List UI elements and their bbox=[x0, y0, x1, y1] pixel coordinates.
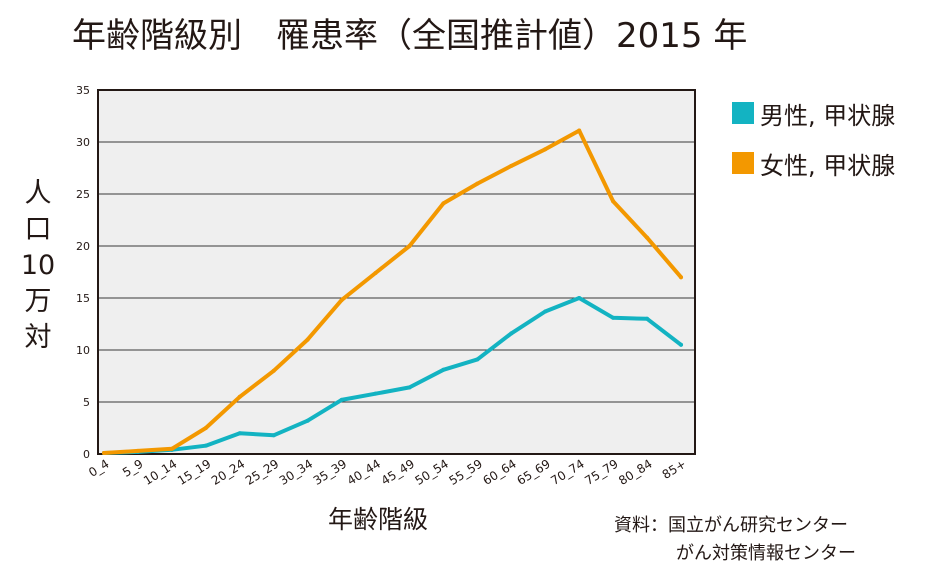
data-point-female bbox=[611, 199, 616, 204]
x-tick-label: 10_14 bbox=[141, 457, 179, 488]
data-point-male bbox=[679, 342, 683, 347]
data-point-female bbox=[305, 337, 310, 342]
x-tick-label: 30_34 bbox=[277, 457, 315, 488]
data-point-female bbox=[543, 147, 548, 152]
data-point-female bbox=[373, 271, 378, 276]
x-tick-label: 80_84 bbox=[616, 457, 654, 488]
x-tick-label: 75_79 bbox=[582, 457, 620, 488]
data-point-male bbox=[237, 431, 242, 436]
y-tick-label: 10 bbox=[76, 344, 90, 357]
legend-item-male: 男性, 甲状腺 bbox=[732, 88, 895, 138]
data-point-female bbox=[441, 201, 446, 206]
data-point-male bbox=[475, 357, 480, 362]
chart-title: 年齢階級別 罹患率（全国推計値）2015 年 bbox=[72, 16, 748, 56]
y-tick-label: 35 bbox=[76, 84, 90, 97]
y-axis-label-text: 人口 10 万対 bbox=[20, 178, 56, 353]
x-axis-label: 年齢階級 bbox=[328, 505, 429, 534]
x-tick-label: 20_24 bbox=[209, 457, 247, 488]
x-tick-label: 40_44 bbox=[345, 457, 383, 488]
data-point-male bbox=[509, 331, 514, 336]
y-tick-label: 15 bbox=[76, 292, 90, 305]
data-point-female bbox=[339, 298, 344, 303]
data-point-female bbox=[203, 426, 208, 430]
x-tick-label: 35_39 bbox=[311, 457, 349, 488]
legend-swatch-male bbox=[732, 102, 754, 124]
legend-label-female: 女性, 甲状腺 bbox=[760, 151, 896, 180]
y-tick-label: 0 bbox=[83, 448, 90, 461]
data-point-male bbox=[305, 418, 310, 423]
data-point-female bbox=[645, 235, 650, 240]
data-point-male bbox=[645, 316, 650, 321]
data-point-female bbox=[135, 448, 140, 453]
data-point-female bbox=[271, 368, 276, 373]
legend-label-male: 男性, 甲状腺 bbox=[760, 101, 896, 130]
source-line-1: 資料：国立がん研究センター bbox=[614, 515, 848, 536]
x-tick-label: 55_59 bbox=[447, 457, 485, 488]
y-tick-label: 25 bbox=[76, 188, 90, 201]
data-point-male bbox=[339, 397, 344, 402]
y-tick-label: 5 bbox=[83, 396, 90, 409]
data-point-female bbox=[475, 181, 480, 186]
source-line-2: がん対策情報センター bbox=[676, 543, 856, 564]
plot-frame bbox=[97, 89, 696, 455]
x-tick-label: 15_19 bbox=[175, 457, 213, 488]
data-point-male bbox=[203, 443, 208, 448]
data-point-female bbox=[679, 275, 683, 280]
data-point-female bbox=[577, 128, 582, 133]
data-point-male bbox=[441, 367, 446, 372]
x-tick-label: 50_54 bbox=[413, 457, 451, 488]
data-point-male bbox=[543, 309, 548, 314]
data-point-male bbox=[611, 315, 616, 320]
data-point-female bbox=[407, 244, 412, 248]
data-point-female bbox=[169, 446, 174, 451]
legend-item-female: 女性, 甲状腺 bbox=[732, 138, 895, 188]
y-tick-label: 20 bbox=[76, 240, 90, 253]
series-line-male bbox=[102, 296, 683, 455]
x-tick-label: 65_69 bbox=[514, 457, 552, 488]
data-point-male bbox=[373, 391, 378, 396]
data-point-male bbox=[577, 296, 582, 300]
x-tick-label: 45_49 bbox=[379, 457, 417, 488]
data-point-female bbox=[102, 450, 106, 455]
x-tick-label: 60_64 bbox=[480, 457, 518, 488]
legend-swatch-female bbox=[732, 152, 754, 174]
series-line-female bbox=[102, 128, 683, 455]
plot-background bbox=[98, 90, 695, 454]
x-tick-label: 25_29 bbox=[243, 457, 281, 488]
data-point-male bbox=[271, 433, 276, 438]
source-note: 資料：国立がん研究センター がん対策情報センター bbox=[614, 512, 856, 568]
y-tick-label: 30 bbox=[76, 136, 90, 149]
data-point-female bbox=[509, 163, 514, 168]
x-tick-label: 85+ bbox=[660, 457, 689, 482]
y-axis-label: 人口 10 万対 bbox=[14, 176, 62, 356]
x-tick-label: 70_74 bbox=[548, 457, 586, 488]
data-point-female bbox=[237, 394, 242, 399]
legend: 男性, 甲状腺 女性, 甲状腺 bbox=[732, 88, 895, 188]
data-point-male bbox=[407, 385, 412, 390]
